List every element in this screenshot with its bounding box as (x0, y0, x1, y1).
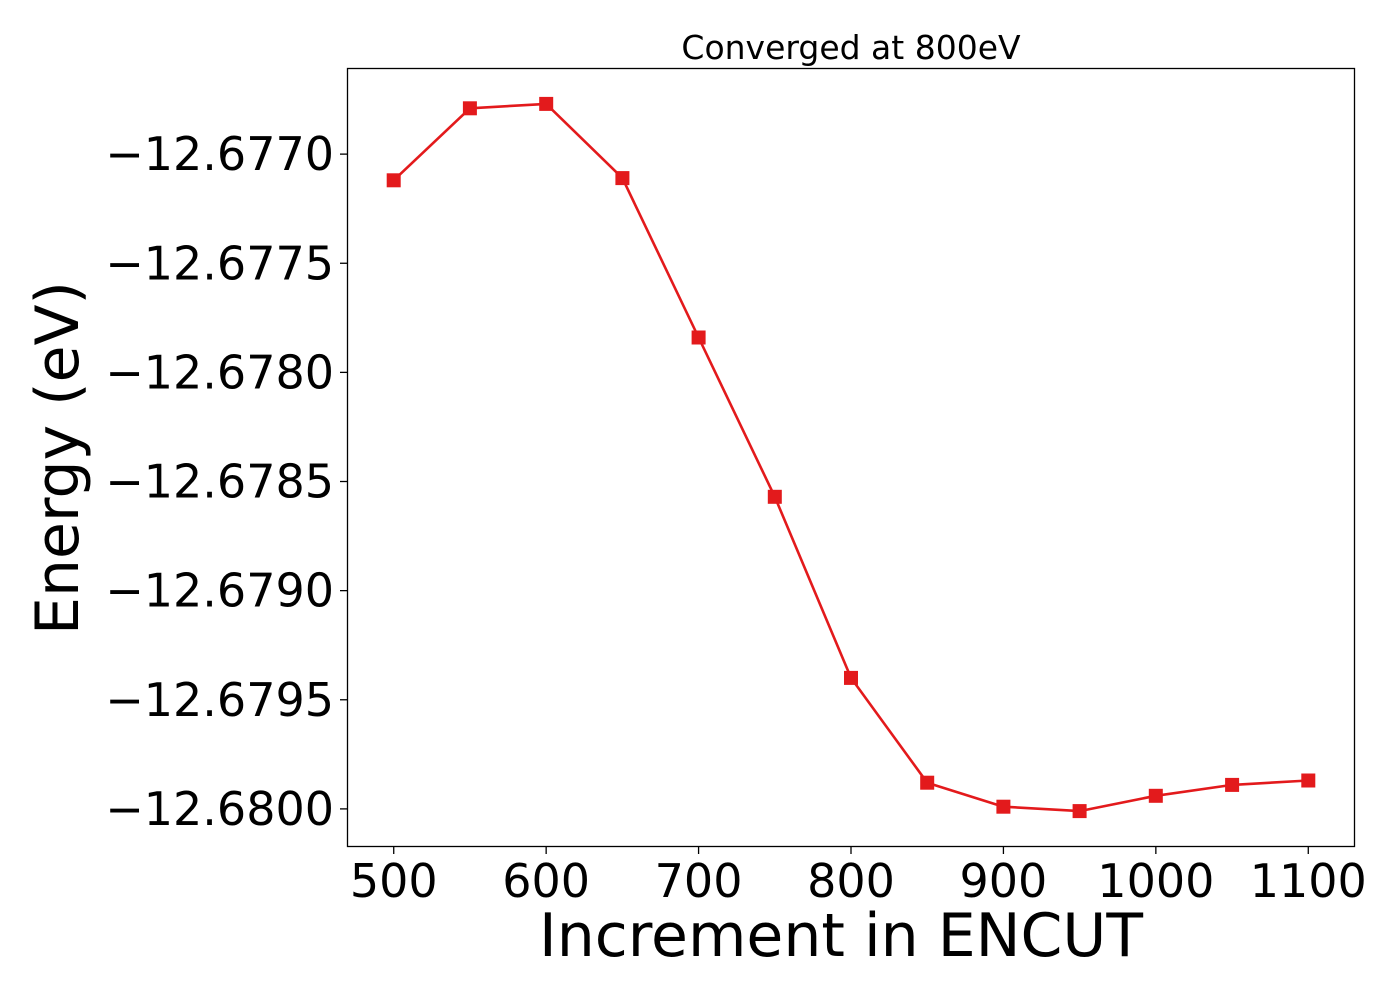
data-point-marker (691, 330, 706, 345)
x-tick-label: 1000 (1097, 854, 1214, 908)
data-point-marker (920, 775, 935, 790)
x-tick-label: 700 (655, 854, 743, 908)
x-tick-label: 800 (807, 854, 895, 908)
data-point-marker (1072, 804, 1087, 819)
data-point-marker (1225, 777, 1240, 792)
y-axis-label: Energy (eV) (23, 281, 93, 635)
y-tick-label: −12.6780 (105, 345, 334, 399)
y-tick-label: −12.6800 (105, 782, 334, 836)
chart-title: Converged at 800eV (681, 28, 1021, 67)
data-point-marker (1301, 773, 1316, 788)
data-point-marker (844, 670, 858, 685)
y-tick-label: −12.6785 (105, 455, 334, 509)
x-tick-label: 1100 (1250, 854, 1367, 908)
data-point-marker (996, 799, 1011, 814)
data-point-marker (1148, 788, 1163, 803)
data-point-marker (462, 101, 477, 116)
data-point-marker (767, 489, 782, 504)
series-line (392, 102, 1309, 813)
plot-frame (346, 67, 1356, 848)
data-point-marker (539, 96, 554, 111)
y-tick-label: −12.6790 (105, 564, 334, 618)
data-point-marker (615, 171, 630, 186)
data-point-marker (386, 173, 401, 188)
y-tick-label: −12.6795 (105, 673, 334, 727)
y-tick-label: −12.6775 (105, 236, 334, 290)
x-tick-label: 600 (502, 854, 590, 908)
x-tick-label: 900 (960, 854, 1048, 908)
y-tick-label: −12.6770 (105, 127, 334, 181)
x-tick-label: 500 (350, 854, 438, 908)
x-axis-label: Increment in ENCUT (539, 901, 1143, 971)
